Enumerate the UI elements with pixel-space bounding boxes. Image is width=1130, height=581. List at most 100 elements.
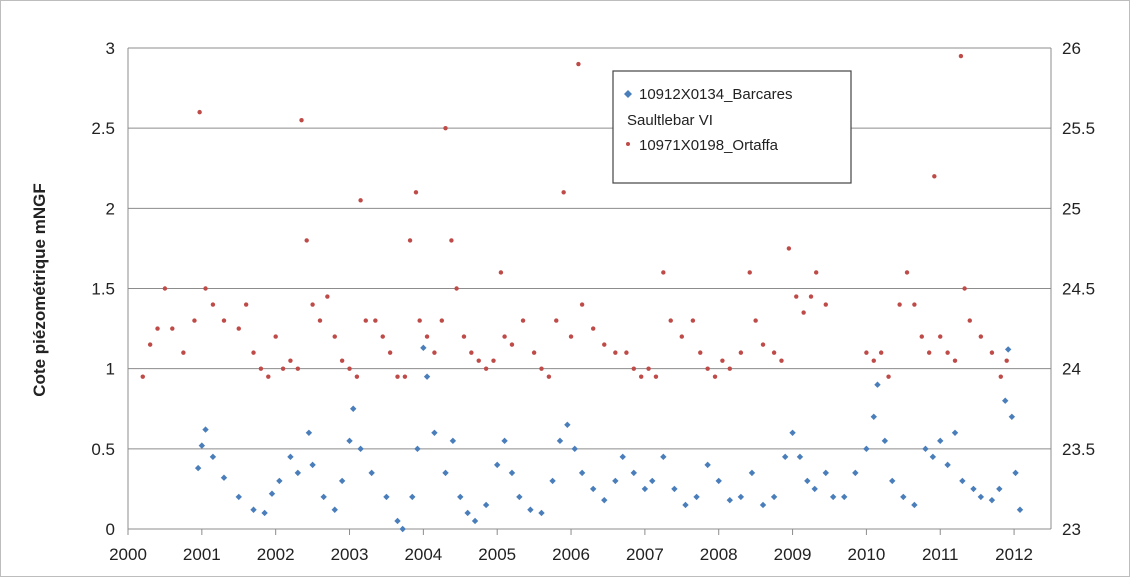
data-point-barcares — [822, 469, 829, 477]
data-point-ortaffa — [886, 374, 891, 379]
data-point-ortaffa — [554, 318, 559, 323]
data-point-ortaffa — [561, 190, 566, 195]
legend-box — [612, 70, 852, 184]
y-left-tick-label: 0 — [106, 520, 115, 539]
data-point-barcares — [457, 493, 464, 501]
data-point-ortaffa — [203, 286, 208, 291]
data-point-barcares — [630, 469, 638, 477]
data-point-ortaffa — [332, 334, 337, 339]
y-left-tick-label: 1 — [106, 360, 115, 379]
data-point-barcares — [1008, 413, 1016, 420]
data-point-ortaffa — [546, 374, 552, 379]
data-point-barcares — [852, 469, 859, 477]
data-point-barcares — [641, 485, 649, 493]
data-point-ortaffa — [904, 270, 910, 275]
data-point-barcares — [770, 493, 778, 501]
y-right-tick-labels: 23 23.5 24 24.5 25 25.5 26 — [1062, 39, 1095, 539]
data-point-barcares — [959, 477, 966, 485]
y-left-tick-label: 2.5 — [91, 119, 115, 138]
data-point-barcares — [578, 469, 586, 477]
data-point-barcares — [796, 453, 804, 461]
data-point-barcares — [198, 442, 206, 449]
data-point-barcares — [911, 501, 918, 509]
data-point-ortaffa — [162, 286, 168, 291]
data-point-ortaffa — [624, 350, 629, 355]
data-point-ortaffa — [373, 318, 378, 323]
data-point-barcares — [409, 493, 416, 501]
data-point-barcares — [350, 405, 357, 412]
data-point-ortaffa — [439, 318, 445, 323]
data-point-ortaffa — [938, 334, 943, 339]
data-point-barcares — [682, 501, 689, 509]
data-point-barcares — [220, 474, 228, 481]
y-left-tick-label: 2 — [106, 199, 115, 218]
data-point-barcares — [494, 461, 501, 469]
data-point-ortaffa — [304, 238, 309, 243]
data-point-ortaffa — [786, 246, 792, 251]
data-point-ortaffa — [310, 302, 315, 307]
data-point-barcares — [881, 437, 889, 445]
data-point-barcares — [726, 496, 733, 504]
data-point-ortaffa — [354, 374, 360, 379]
series-ortaffa — [140, 53, 1009, 379]
data-point-barcares — [601, 496, 608, 504]
data-point-ortaffa — [813, 270, 819, 275]
data-point-ortaffa — [919, 334, 924, 339]
data-point-ortaffa — [727, 366, 732, 371]
data-point-barcares — [759, 501, 767, 509]
data-point-barcares — [781, 453, 789, 461]
data-point-barcares — [829, 493, 837, 501]
data-point-ortaffa — [912, 302, 917, 307]
legend-marker-ortaffa — [626, 142, 630, 146]
y-right-tick-label: 23.5 — [1062, 440, 1095, 459]
data-point-barcares — [320, 493, 327, 501]
data-point-ortaffa — [747, 270, 752, 275]
data-point-ortaffa — [738, 350, 744, 355]
data-point-ortaffa — [962, 286, 967, 291]
data-point-barcares — [988, 496, 996, 504]
y-right-tick-label: 23 — [1062, 520, 1081, 539]
data-point-barcares — [1004, 346, 1012, 353]
x-tick-label: 2004 — [404, 545, 442, 564]
data-point-ortaffa — [273, 334, 278, 339]
data-point-barcares — [870, 413, 877, 420]
data-point-barcares — [841, 493, 848, 501]
data-point-barcares — [1016, 506, 1024, 513]
data-point-ortaffa — [417, 318, 422, 323]
x-tick-label: 2006 — [552, 545, 590, 564]
data-point-barcares — [501, 437, 508, 445]
data-point-barcares — [538, 509, 545, 517]
data-point-ortaffa — [221, 318, 227, 323]
data-point-barcares — [789, 429, 796, 436]
x-tick-label: 2011 — [922, 545, 959, 564]
x-tick-label: 2002 — [257, 545, 295, 564]
y-left-tick-label: 3 — [106, 39, 115, 58]
data-point-barcares — [900, 493, 907, 501]
legend-label-barcares-line1: 10912X0134_Barcares — [639, 86, 792, 103]
data-point-ortaffa — [317, 318, 323, 323]
y-right-tick-label: 24.5 — [1062, 280, 1095, 299]
data-point-ortaffa — [210, 302, 216, 307]
data-point-barcares — [660, 453, 667, 461]
data-point-ortaffa — [668, 318, 673, 323]
data-point-barcares — [268, 490, 276, 497]
data-point-barcares — [305, 429, 313, 436]
data-point-barcares — [889, 477, 896, 485]
legend-label-ortaffa: 10971X0198_Ortaffa — [639, 137, 779, 154]
x-tick-label: 2003 — [331, 545, 369, 564]
data-point-ortaffa — [380, 334, 385, 339]
data-point-ortaffa — [978, 334, 984, 339]
data-point-ortaffa — [140, 374, 145, 379]
data-point-ortaffa — [590, 326, 596, 331]
data-point-barcares — [508, 469, 516, 477]
data-point-barcares — [431, 429, 438, 436]
y-left-tick-labels: 0 0.5 1 1.5 2 2.5 3 — [91, 39, 115, 539]
data-point-ortaffa — [358, 198, 363, 203]
data-point-ortaffa — [461, 334, 467, 339]
data-point-ortaffa — [251, 350, 256, 355]
data-point-barcares — [331, 506, 338, 513]
data-point-barcares — [394, 517, 401, 525]
legend-marker-barcares — [624, 90, 632, 98]
y-right-tick-label: 25 — [1062, 199, 1081, 218]
